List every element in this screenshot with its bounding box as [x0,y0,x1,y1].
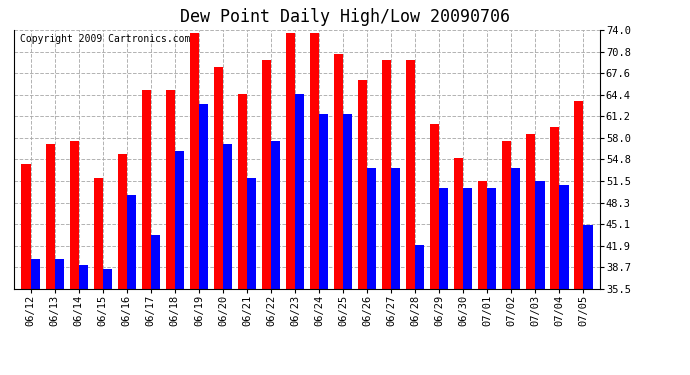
Bar [247,178,256,289]
Bar [94,178,103,289]
Bar [79,265,88,289]
Text: Dew Point Daily High/Low 20090706: Dew Point Daily High/Low 20090706 [180,8,510,26]
Bar [406,60,415,289]
Bar [223,144,232,289]
Bar [262,60,271,289]
Bar [55,258,63,289]
Bar [478,181,487,289]
Bar [46,144,55,289]
Text: Copyright 2009 Cartronics.com: Copyright 2009 Cartronics.com [19,34,190,44]
Bar [502,141,511,289]
Bar [440,188,449,289]
Bar [271,141,280,289]
Bar [175,151,184,289]
Bar [560,184,569,289]
Bar [166,90,175,289]
Bar [30,258,40,289]
Bar [511,168,520,289]
Bar [415,245,424,289]
Bar [391,168,400,289]
Bar [295,94,304,289]
Bar [430,124,440,289]
Bar [526,134,535,289]
Bar [463,188,473,289]
Bar [382,60,391,289]
Bar [319,114,328,289]
Bar [238,94,247,289]
Bar [310,33,319,289]
Bar [70,141,79,289]
Bar [151,235,160,289]
Bar [103,268,112,289]
Bar [574,100,584,289]
Bar [584,225,593,289]
Bar [199,104,208,289]
Bar [334,54,343,289]
Bar [286,33,295,289]
Bar [487,188,497,289]
Bar [21,164,30,289]
Bar [117,154,127,289]
Bar [127,195,136,289]
Bar [454,158,463,289]
Bar [367,168,376,289]
Bar [358,80,367,289]
Bar [551,128,560,289]
Bar [535,181,544,289]
Bar [343,114,352,289]
Bar [214,67,223,289]
Bar [190,33,199,289]
Bar [141,90,151,289]
